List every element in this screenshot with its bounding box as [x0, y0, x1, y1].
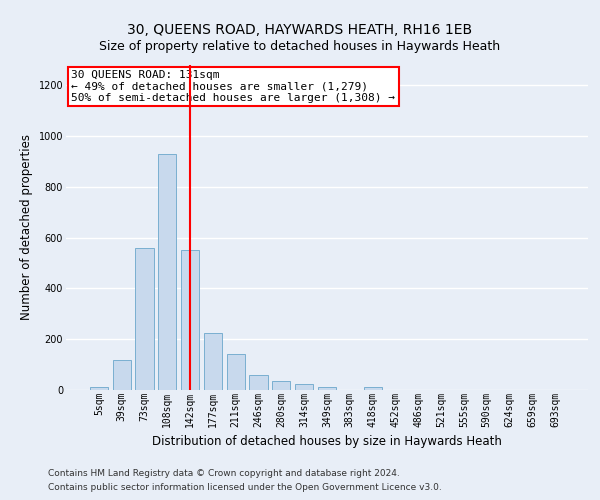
Bar	[136, 248, 154, 390]
Bar	[295, 384, 313, 390]
Bar	[272, 381, 290, 390]
Text: Contains public sector information licensed under the Open Government Licence v3: Contains public sector information licen…	[48, 484, 442, 492]
Bar	[204, 333, 222, 390]
Text: Contains HM Land Registry data © Crown copyright and database right 2024.: Contains HM Land Registry data © Crown c…	[48, 468, 400, 477]
Text: Size of property relative to detached houses in Haywards Heath: Size of property relative to detached ho…	[100, 40, 500, 53]
Bar	[318, 388, 336, 390]
Y-axis label: Number of detached properties: Number of detached properties	[20, 134, 33, 320]
Bar	[113, 360, 131, 390]
Bar	[250, 375, 268, 390]
Bar	[364, 388, 382, 390]
Bar	[90, 388, 108, 390]
Text: 30, QUEENS ROAD, HAYWARDS HEATH, RH16 1EB: 30, QUEENS ROAD, HAYWARDS HEATH, RH16 1E…	[127, 22, 473, 36]
Bar	[158, 154, 176, 390]
X-axis label: Distribution of detached houses by size in Haywards Heath: Distribution of detached houses by size …	[152, 435, 502, 448]
Bar	[227, 354, 245, 390]
Bar	[181, 250, 199, 390]
Text: 30 QUEENS ROAD: 131sqm
← 49% of detached houses are smaller (1,279)
50% of semi-: 30 QUEENS ROAD: 131sqm ← 49% of detached…	[71, 70, 395, 103]
